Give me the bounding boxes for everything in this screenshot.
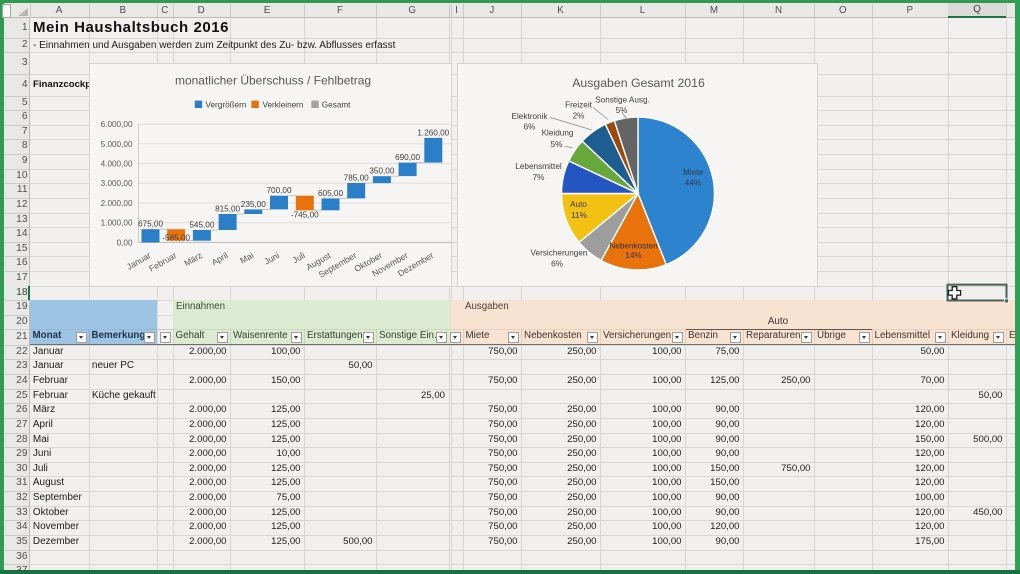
svg-text:545,00: 545,00: [189, 221, 214, 230]
svg-text:Vergrößern: Vergrößern: [206, 100, 247, 109]
svg-text:1.260,00: 1.260,00: [417, 128, 449, 137]
svg-text:700,00: 700,00: [266, 186, 291, 195]
svg-text:815,00: 815,00: [215, 205, 240, 214]
svg-text:März: März: [182, 250, 204, 268]
svg-text:14%: 14%: [625, 251, 641, 260]
svg-text:Elektronik: Elektronik: [511, 112, 548, 121]
svg-text:5%: 5%: [615, 106, 627, 115]
svg-text:44%: 44%: [684, 179, 700, 188]
svg-text:11%: 11%: [571, 211, 587, 220]
svg-text:350,00: 350,00: [369, 167, 394, 176]
svg-text:3.000,00: 3.000,00: [101, 179, 133, 188]
svg-text:-745,00: -745,00: [291, 211, 319, 220]
svg-text:690,00: 690,00: [395, 153, 420, 162]
svg-text:Ausgaben Gesamt 2016: Ausgaben Gesamt 2016: [572, 76, 705, 90]
svg-text:Gesamt: Gesamt: [322, 100, 351, 109]
svg-text:5%: 5%: [550, 140, 562, 149]
svg-text:605,00: 605,00: [318, 189, 343, 198]
svg-text:6%: 6%: [551, 260, 563, 269]
svg-text:Lebensmittel: Lebensmittel: [515, 162, 562, 171]
svg-text:6%: 6%: [523, 123, 535, 132]
svg-text:4.000,00: 4.000,00: [101, 160, 133, 169]
svg-text:235,00: 235,00: [241, 200, 266, 209]
svg-text:Mai: Mai: [238, 250, 255, 266]
svg-text:2.000,00: 2.000,00: [101, 199, 133, 208]
svg-text:Sonstige Ausg.: Sonstige Ausg.: [595, 96, 650, 105]
svg-text:Juni: Juni: [262, 250, 281, 267]
svg-text:0,00: 0,00: [117, 238, 133, 247]
svg-text:Auto: Auto: [570, 200, 587, 209]
svg-text:Nebenkosten: Nebenkosten: [609, 242, 658, 251]
svg-text:785,00: 785,00: [344, 174, 369, 183]
svg-text:monatlicher Überschuss / Fehlb: monatlicher Überschuss / Fehlbetrag: [175, 74, 371, 88]
svg-text:7%: 7%: [532, 173, 544, 182]
svg-text:Februar: Februar: [147, 250, 178, 274]
svg-text:2%: 2%: [572, 112, 584, 121]
svg-text:Freizeit: Freizeit: [565, 101, 593, 110]
svg-text:Miete: Miete: [682, 168, 702, 177]
svg-text:Verkleinern: Verkleinern: [263, 100, 304, 109]
svg-text:-585,00: -585,00: [162, 234, 190, 243]
svg-text:6.000,00: 6.000,00: [101, 120, 133, 129]
svg-text:5.000,00: 5.000,00: [101, 140, 133, 149]
svg-text:675,00: 675,00: [138, 220, 163, 229]
svg-text:Versicherungen: Versicherungen: [530, 249, 587, 258]
svg-text:April: April: [210, 250, 230, 267]
svg-text:1.000,00: 1.000,00: [101, 219, 133, 228]
svg-text:Kleidung: Kleidung: [541, 129, 573, 138]
